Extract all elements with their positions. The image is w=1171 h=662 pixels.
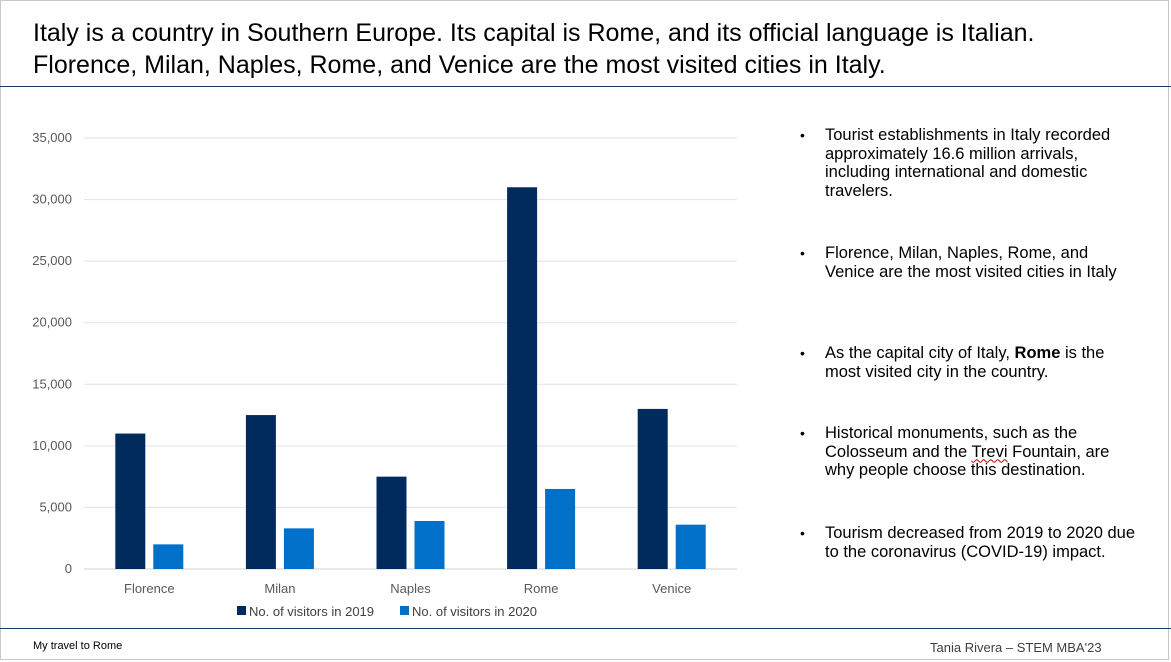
bullet-text-part: Fountain, are why people choose this des…: [825, 442, 1110, 480]
y-tick-label: 20,000: [32, 315, 72, 330]
bar-milan-2019: [245, 415, 276, 569]
bullet-marker: •: [800, 425, 805, 441]
x-tick-label: Milan: [264, 581, 295, 596]
y-tick-label: 15,000: [32, 376, 72, 391]
footer-left-text: My travel to Rome: [33, 640, 123, 652]
y-tick-label: 30,000: [32, 192, 72, 207]
bullet-text: Tourism decreased from 2019 to 2020 due …: [825, 524, 1136, 561]
spellcheck-word: Trevi: [971, 442, 1008, 461]
slide-title: Italy is a country in Southern Europe. I…: [33, 17, 1143, 81]
bullet-text: Tourist establishments in Italy recorded…: [825, 126, 1111, 200]
bullet-text: Historical monuments, such as the Coloss…: [825, 424, 1140, 480]
bar-rome-2019: [507, 187, 538, 569]
title-line-1: Italy is a country in Southern Europe. I…: [33, 19, 1035, 47]
y-tick-label: 5,000: [39, 499, 72, 514]
x-tick-label: Naples: [390, 581, 431, 596]
bullet-text-part: Historical monuments, such as the Coloss…: [825, 424, 1078, 461]
legend-swatch: [237, 606, 246, 615]
title-line-2: Florence, Milan, Naples, Rome, and Venic…: [33, 51, 886, 79]
bar-florence-2019: [115, 433, 146, 569]
bar-venice-2019: [637, 408, 668, 569]
x-tick-label: Florence: [124, 581, 175, 596]
bullet-marker: •: [800, 245, 805, 261]
legend-label: No. of visitors in 2019: [249, 604, 374, 619]
bullet-marker: •: [800, 127, 805, 143]
x-tick-label: Rome: [524, 581, 559, 596]
y-tick-label: 25,000: [32, 253, 72, 268]
bar-naples-2020: [414, 520, 445, 569]
x-tick-label: Venice: [652, 581, 691, 596]
bullet-text: Florence, Milan, Naples, Rome, and Venic…: [825, 244, 1117, 281]
bullet-marker: •: [800, 525, 805, 541]
bullet-text: As the capital city of Italy, Rome is th…: [825, 344, 1140, 381]
legend-swatch: [400, 606, 409, 615]
bar-florence-2020: [153, 544, 184, 569]
bar-milan-2020: [283, 528, 314, 569]
bar-naples-2019: [376, 476, 407, 569]
y-tick-label: 10,000: [32, 438, 72, 453]
bar-rome-2020: [545, 488, 576, 569]
bar-chart: 0 5,000 10,000 15,000 20,000 25,000 30,000 35,0…: [32, 130, 737, 619]
bullet-text-part: As the capital city of Italy,: [825, 344, 1015, 362]
bullet-bold-rome: Rome: [1014, 344, 1061, 362]
footer-divider: [0, 628, 1171, 629]
y-tick-label: 0: [65, 561, 72, 576]
y-tick-label: 35,000: [32, 130, 72, 145]
legend-label: No. of visitors in 2020: [412, 604, 537, 619]
title-divider: [0, 86, 1171, 87]
bullet-text-part: is the most visited city in the country.: [825, 344, 1105, 381]
footer-right-text: Tania Rivera – STEM MBA'23: [930, 640, 1102, 655]
bullet-marker: •: [800, 345, 805, 361]
bar-venice-2020: [675, 524, 706, 569]
